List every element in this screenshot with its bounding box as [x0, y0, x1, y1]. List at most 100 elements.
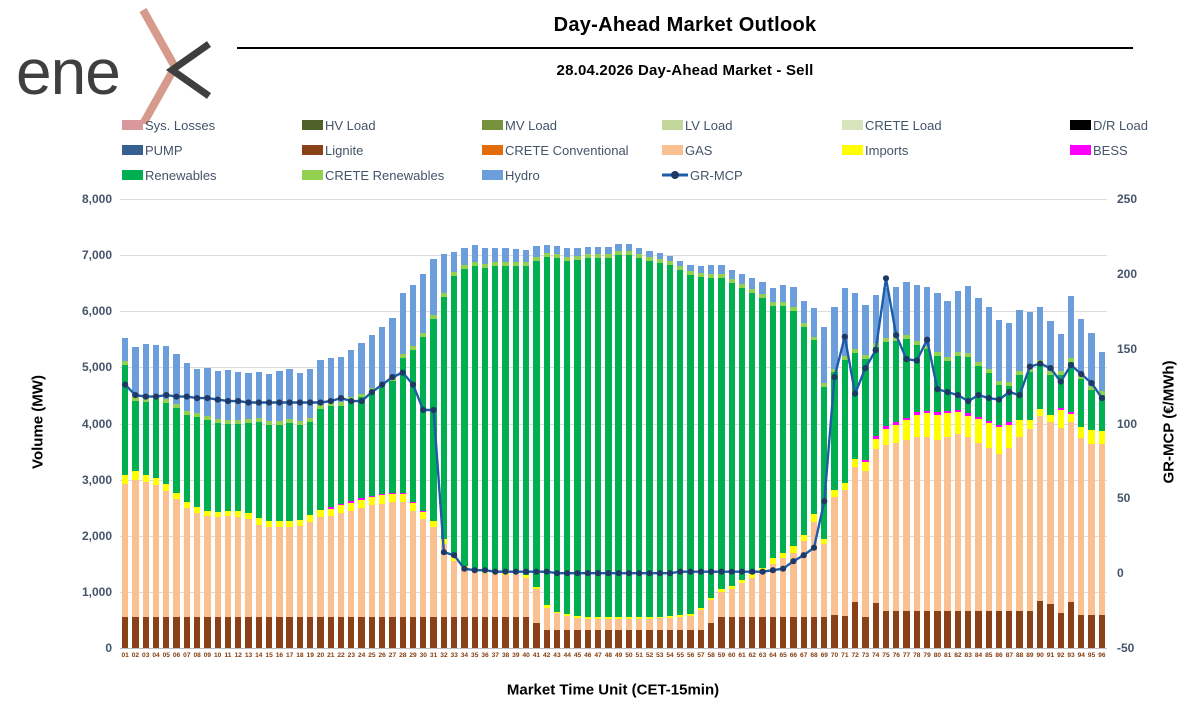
segment-hydro [348, 349, 355, 398]
segment-hydro [584, 246, 591, 255]
segment-gas [728, 589, 735, 618]
segment-renewables [810, 340, 818, 515]
segment-hydro [1026, 312, 1034, 369]
gr-mcp-marker [882, 275, 890, 282]
segment-imports [697, 608, 705, 611]
segment-lignite [944, 610, 951, 648]
segment-renewables [183, 414, 190, 502]
segment-renewables [636, 257, 643, 618]
x-tick-label: 08 [193, 652, 201, 659]
bar-22 [337, 357, 345, 648]
segment-renewables [687, 274, 694, 615]
segment-lignite [636, 630, 643, 648]
segment-gas [461, 569, 468, 618]
segment-gas [358, 507, 365, 618]
bar-51 [636, 247, 643, 648]
x-tick-label: 35 [471, 652, 479, 659]
x-tick-label: 17 [285, 652, 294, 659]
segment-gas [646, 618, 653, 631]
x-tick-label: 33 [450, 652, 458, 659]
segment-lignite [687, 630, 694, 648]
segment-imports [728, 585, 735, 590]
segment-renewables [851, 352, 859, 460]
segment-lignite [841, 616, 848, 648]
segment-hydro [594, 247, 602, 255]
segment-imports [399, 494, 406, 503]
x-tick-label: 30 [419, 652, 427, 659]
segment-gas [492, 574, 499, 618]
legend-item-gr_mcp: GR-MCP [662, 167, 842, 183]
segment-hydro [337, 357, 345, 402]
bar-77 [903, 282, 910, 648]
bar-59 [718, 265, 725, 648]
x-tick-label: 45 [573, 652, 582, 659]
segment-gas [697, 610, 705, 631]
segment-gas [389, 502, 396, 618]
segment-hydro [440, 254, 447, 294]
bar-65 [779, 284, 787, 648]
bar-48 [605, 247, 612, 648]
segment-renewables [1057, 374, 1064, 409]
bar-35 [471, 245, 478, 648]
segment-hydro [882, 288, 890, 339]
x-tick-label: 92 [1057, 652, 1065, 659]
segment-hydro [183, 362, 190, 411]
bar-67 [800, 300, 807, 648]
x-tick-label: 37 [491, 652, 499, 659]
segment-gas [245, 518, 252, 618]
x-tick-label: 15 [265, 652, 273, 659]
segment-hydro [872, 295, 879, 343]
bar-75 [882, 288, 890, 648]
segment-imports [348, 502, 355, 511]
legend-item-crete_load: CRETE Load [842, 117, 1070, 133]
segment-crete_renewables [615, 251, 622, 256]
segment-hydro [307, 369, 314, 419]
segment-gas [317, 517, 324, 618]
segment-gas [553, 613, 561, 631]
bar-90 [1037, 307, 1044, 648]
bar-39 [512, 248, 519, 648]
x-tick-label: 23 [347, 652, 355, 659]
segment-imports [1026, 420, 1034, 429]
segment-renewables [821, 387, 828, 539]
segment-renewables [265, 425, 273, 521]
x-tick-label: 05 [162, 652, 170, 659]
y-left-tick: 4,000 [81, 416, 112, 431]
crete_renewables-swatch-icon [302, 170, 323, 180]
x-tick-label: 25 [368, 652, 376, 659]
bar-72 [851, 292, 859, 648]
y-right-tick: -50 [1117, 641, 1135, 655]
x-tick-label: 43 [553, 652, 561, 659]
segment-gas [656, 618, 663, 631]
x-axis-title: Market Time Unit (CET-15min) [506, 681, 720, 699]
segment-lignite [481, 617, 489, 648]
segment-renewables [882, 342, 890, 427]
segment-crete_renewables [522, 262, 530, 267]
x-tick-label: 79 [923, 652, 931, 659]
bar-08 [193, 368, 201, 648]
segment-renewables [379, 387, 386, 494]
legend-item-hydro: Hydro [482, 167, 662, 183]
x-tick-label: 18 [296, 652, 304, 659]
segment-lignite [235, 617, 242, 648]
bar-38 [502, 248, 509, 648]
bar-06 [173, 353, 180, 648]
x-tick-label: 44 [563, 652, 571, 659]
legend-label: MV Load [505, 117, 558, 133]
x-tick-label: 59 [717, 652, 726, 659]
segment-hydro [646, 251, 653, 257]
x-tick-label: 68 [810, 652, 818, 659]
segment-gas [995, 453, 1003, 611]
segment-hydro [1067, 296, 1075, 358]
segment-lignite [420, 617, 427, 648]
segment-lignite [430, 617, 437, 648]
segment-gas [1037, 415, 1044, 602]
gridline [120, 255, 1107, 257]
segment-hydro [379, 327, 386, 384]
segment-gas [348, 510, 355, 618]
segment-lignite [851, 601, 859, 648]
bar-52 [646, 251, 653, 648]
segment-imports [605, 617, 612, 619]
segment-gas [121, 483, 129, 618]
segment-imports [831, 490, 838, 498]
